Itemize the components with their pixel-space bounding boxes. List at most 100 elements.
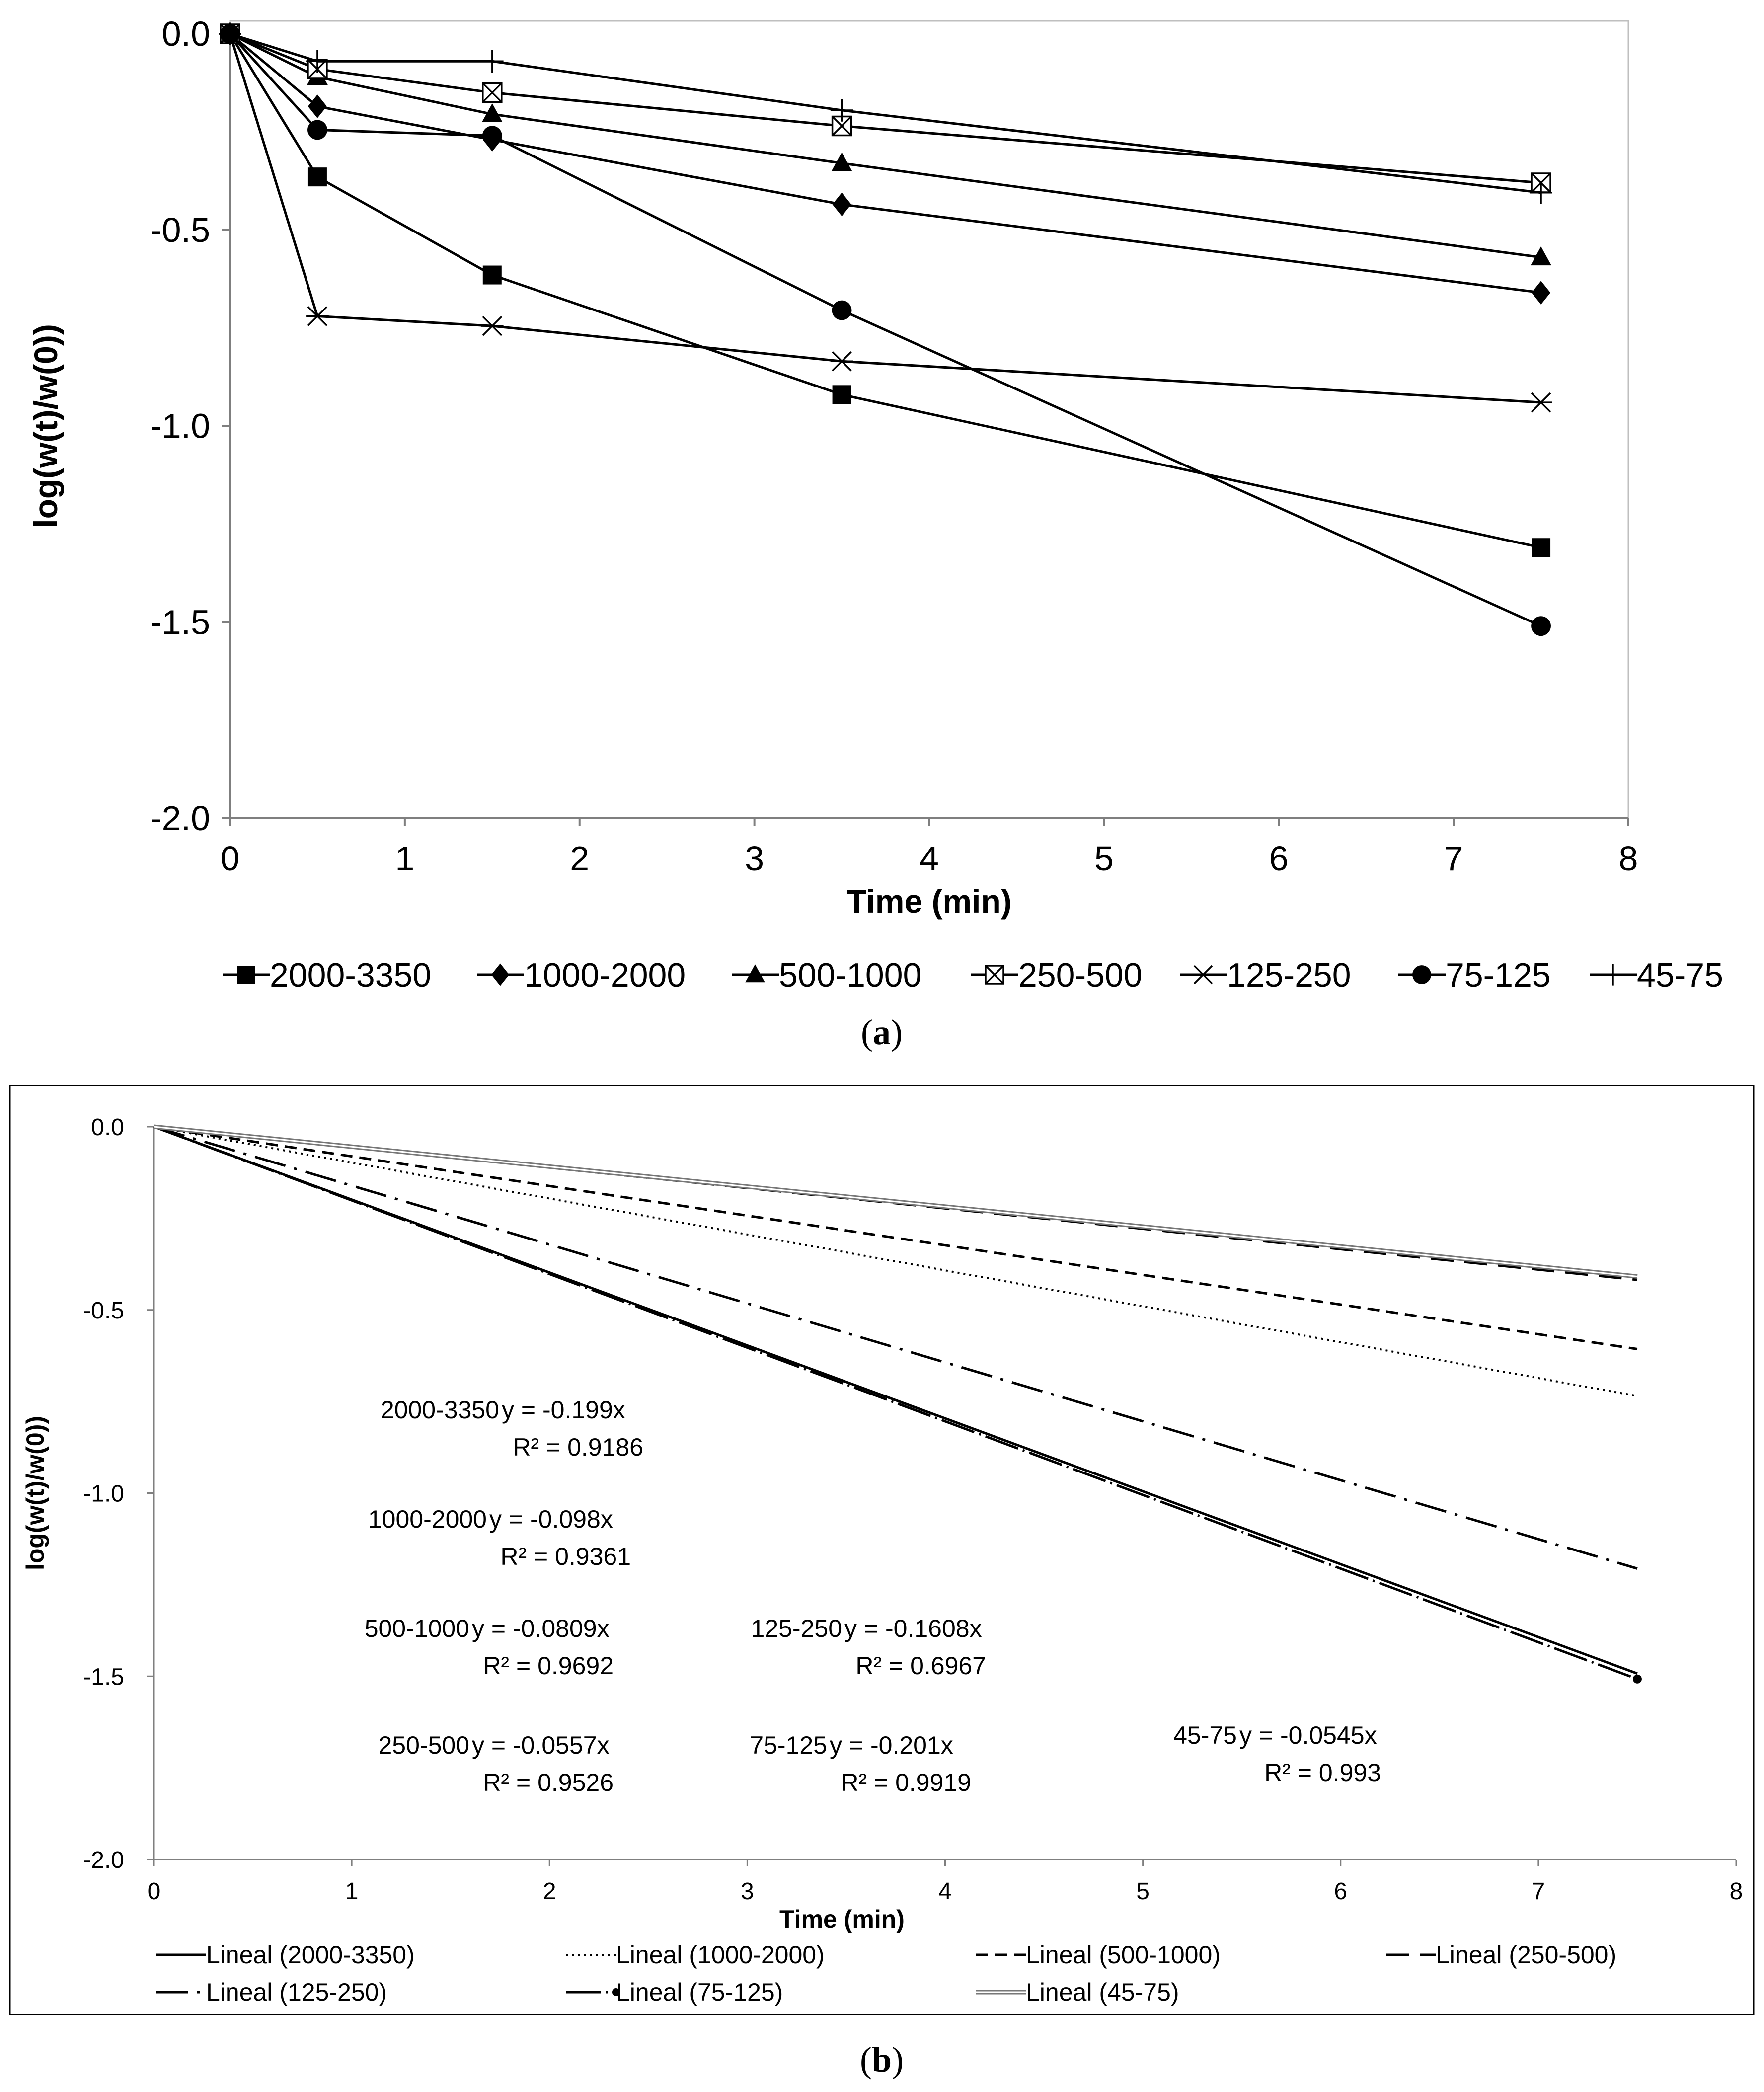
equation-series-label: 1000-2000 xyxy=(368,1505,487,1533)
y-axis-label-a: log(w(t)/w(0)) xyxy=(27,324,64,528)
equation-annotation-500-1000: 500-1000 y = -0.0809x R² = 0.9692 xyxy=(365,1615,614,1680)
data-point-1000-2000 xyxy=(307,94,327,118)
legend-a: 2000-3350 1000-2000 500-1000 250-500 125-250… xyxy=(223,956,1723,994)
data-point-45-75 xyxy=(219,22,241,45)
equation-annotation-75-125: 75-125 y = -0.201x R² = 0.9919 xyxy=(750,1731,971,1796)
legend-swatch-marker xyxy=(1412,965,1431,984)
caption-b-open: ( xyxy=(860,2040,872,2080)
data-point-125-250 xyxy=(481,315,504,336)
data-point-250-500 xyxy=(482,82,503,103)
y-tick-label-a: -1.5 xyxy=(150,603,210,641)
caption-b-letter: b xyxy=(872,2040,892,2080)
r-squared-text: R² = 0.993 xyxy=(1264,1759,1381,1786)
equation-series-label: 45-75 xyxy=(1173,1721,1237,1749)
equation-text: y = -0.1608x xyxy=(844,1615,982,1642)
legend-label-a: 45-75 xyxy=(1637,956,1723,994)
equation-text: y = -0.201x xyxy=(830,1731,953,1759)
r-squared-text: R² = 0.9692 xyxy=(483,1652,614,1680)
legend-item-500-1000: 500-1000 xyxy=(732,956,921,994)
x-tick-label-b: 1 xyxy=(345,1878,359,1905)
y-tick-label-a: -0.5 xyxy=(150,211,210,249)
chart-panel-a: 0 1 2 3 4 5 6 7 80.0-0.5-1.0-1.5-2.0 Time (min) … xyxy=(27,14,1723,1052)
r-squared-text: R² = 0.9361 xyxy=(500,1543,631,1570)
x-tick-label-a: 5 xyxy=(1094,839,1114,878)
data-point-2000-3350 xyxy=(307,167,327,187)
equation-series-label: 125-250 xyxy=(751,1615,843,1642)
legend-label-b: Lineal (45-75) xyxy=(1026,1978,1179,2006)
equation-annotation-250-500: 250-500 y = -0.0557x R² = 0.9526 xyxy=(379,1731,614,1796)
data-point-2000-3350 xyxy=(482,265,502,285)
data-point-125-250 xyxy=(1530,392,1552,413)
data-point-2000-3350 xyxy=(1532,538,1551,557)
chart-frame-b xyxy=(9,1085,1755,2015)
data-point-1000-2000 xyxy=(832,192,851,217)
caption-a: (a) xyxy=(861,1012,903,1052)
x-tick-label-b: 8 xyxy=(1730,1878,1743,1905)
trendline-Lineal (500-1000) xyxy=(153,1125,1638,1350)
trendline-Lineal (125-250) xyxy=(153,1125,1638,1570)
trendline-Lineal (75-125) xyxy=(153,1125,1638,1681)
y-tick-label-b: -1.5 xyxy=(83,1664,124,1690)
data-point-45-75 xyxy=(1530,181,1552,204)
legend-label-b: Lineal (500-1000) xyxy=(1026,1941,1221,1969)
y-tick-label-a: 0.0 xyxy=(162,14,210,53)
data-point-45-75 xyxy=(481,50,504,73)
data-point-125-250 xyxy=(306,306,329,326)
trendline-Lineal (1000-2000) xyxy=(153,1126,1638,1397)
data-point-500-1000 xyxy=(831,152,852,171)
equation-annotation-45-75: 45-75 y = -0.0545x R² = 0.993 xyxy=(1173,1721,1381,1786)
series-45-75-a xyxy=(219,22,1552,204)
legend-swatch-marker xyxy=(985,965,1004,985)
equation-annotations-b: 2000-3350 y = -0.199x R² = 0.9186 1000-2000… xyxy=(365,1396,1381,1796)
legend-b: Lineal (2000-3350) Lineal (1000-2000) Line… xyxy=(156,1941,1616,2006)
legend-swatch-marker xyxy=(612,1988,620,1996)
data-point-2000-3350 xyxy=(832,385,851,404)
trendline-end-marker xyxy=(1632,1674,1642,1684)
series-75-125-a xyxy=(220,24,1551,636)
data-point-125-250 xyxy=(830,351,853,372)
r-squared-text: R² = 0.9186 xyxy=(513,1433,643,1461)
y-tick-label-b: 0.0 xyxy=(91,1114,124,1141)
equation-series-label: 250-500 xyxy=(379,1731,470,1759)
x-tick-label-a: 7 xyxy=(1444,839,1463,878)
legend-label-b: Lineal (75-125) xyxy=(616,1978,783,2006)
r-squared-text: R² = 0.9526 xyxy=(483,1769,614,1796)
legend-item-Lineal (45-75): Lineal (45-75) xyxy=(976,1978,1179,2006)
equation-series-label: 2000-3350 xyxy=(381,1396,499,1424)
data-point-75-125 xyxy=(832,300,852,320)
data-point-500-1000 xyxy=(1531,246,1551,266)
caption-b: (b) xyxy=(860,2040,904,2080)
legend-swatch-marker xyxy=(237,966,255,984)
x-tick-label-b: 6 xyxy=(1334,1878,1347,1905)
data-point-75-125 xyxy=(307,120,327,140)
x-tick-label-a: 0 xyxy=(221,839,240,878)
legend-label-a: 125-250 xyxy=(1227,956,1351,994)
caption-a-close: ) xyxy=(891,1012,903,1052)
x-tick-label-b: 4 xyxy=(938,1878,952,1905)
axes-b: 0 1 2 3 4 5 6 7 8 0.0 -0.5 -1.0 -1.5 -2.0 xyxy=(83,1114,1743,1905)
legend-item-2000-3350: 2000-3350 xyxy=(223,956,431,994)
caption-a-letter: a xyxy=(873,1012,891,1052)
series-group-a xyxy=(219,22,1552,636)
data-point-45-75 xyxy=(830,99,853,122)
equation-text: y = -0.0557x xyxy=(472,1731,610,1759)
x-axis-label-a: Time (min) xyxy=(846,883,1011,920)
legend-label-b: Lineal (1000-2000) xyxy=(616,1941,825,1969)
legend-label-a: 500-1000 xyxy=(779,956,921,994)
chart-panel-b: 0 1 2 3 4 5 6 7 80.0-0.5-1.0-1.5-2.0 2000-3350 y … xyxy=(9,1085,1755,2080)
equation-text: y = -0.0545x xyxy=(1239,1721,1377,1749)
x-tick-label-a: 2 xyxy=(570,839,589,878)
legend-item-Lineal (75-125): Lineal (75-125) xyxy=(566,1978,783,2006)
legend-swatch-marker xyxy=(745,964,765,983)
data-point-250-500 xyxy=(831,115,852,137)
x-tick-label-a: 3 xyxy=(745,839,764,878)
series-group-b xyxy=(153,1124,1642,1684)
equation-text: y = -0.0809x xyxy=(472,1615,610,1642)
legend-label-a: 250-500 xyxy=(1018,956,1143,994)
legend-item-Lineal (125-250): Lineal (125-250) xyxy=(156,1978,387,2006)
legend-swatch-marker xyxy=(491,963,509,986)
legend-swatch-marker xyxy=(1602,964,1624,986)
legend-label-a: 2000-3350 xyxy=(270,956,431,994)
legend-item-45-75: 45-75 xyxy=(1590,956,1723,994)
equation-annotation-1000-2000: 1000-2000 y = -0.098x R² = 0.9361 xyxy=(368,1505,631,1570)
